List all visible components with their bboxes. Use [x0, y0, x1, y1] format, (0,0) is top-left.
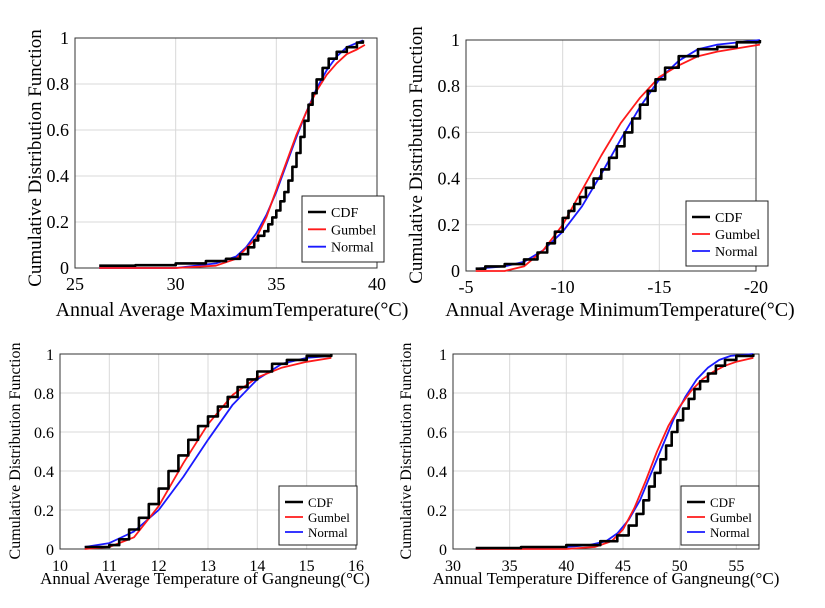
y-tick-label: 0.8 — [34, 386, 54, 403]
y-tick-label: 1 — [451, 30, 460, 50]
y-tick-label: 0 — [46, 542, 54, 559]
x-tick-label: 40 — [558, 558, 574, 575]
legend-box — [680, 485, 760, 546]
series-line-gumbel — [475, 357, 754, 550]
y-tick-label: 0.4 — [427, 464, 447, 481]
legend-label-gumbel: Gumbel — [715, 228, 760, 243]
x-axis-title: Annual Average MaximumTemperature(°C) — [56, 299, 409, 321]
y-tick-label: 0.4 — [438, 169, 461, 189]
chart-max-temperature: 25 30 35 40 0 0.2 0.4 0.6 0.8 1 Annual Average Max… — [25, 28, 408, 321]
x-tick-label: 12 — [151, 558, 167, 575]
series-line-normal — [475, 353, 754, 550]
y-tick-label: 0 — [451, 261, 460, 281]
y-tick-label: 0.2 — [438, 215, 461, 235]
x-tick-label: 14 — [249, 558, 265, 575]
y-tick-label: 0 — [439, 542, 447, 559]
legend-label-cdf: CDF — [715, 211, 742, 226]
y-tick-label: 0 — [60, 258, 69, 278]
x-tick-label: 16 — [348, 558, 364, 575]
y-tick-label: 0.2 — [34, 503, 54, 520]
y-tick-label: 0.2 — [427, 503, 447, 520]
x-axis-title: Annual Average Temperature of Gangneung(… — [40, 569, 370, 588]
series-line-cdf — [475, 40, 762, 270]
legend-box — [278, 485, 358, 546]
x-tick-label: 30 — [167, 274, 185, 294]
series-line-cdf — [84, 354, 333, 549]
series-line-cdf — [99, 40, 365, 267]
chart-temperature-difference: 30 35 40 45 50 55 0 0.2 0.4 0.6 0.8 1 Annual Tempera… — [398, 343, 779, 588]
series-line-normal — [84, 355, 332, 548]
y-tick-label: 0.4 — [47, 166, 70, 186]
x-tick-label: -15 — [647, 277, 671, 297]
y-axis-title: Cumulative Distribution Function — [398, 343, 415, 560]
y-tick-label: 0.6 — [438, 122, 461, 142]
plot-frame — [59, 353, 357, 550]
x-tick-label: -5 — [459, 277, 474, 297]
legend-label-normal: Normal — [308, 525, 348, 540]
y-tick-label: 0.8 — [438, 76, 461, 96]
x-tick-label: 25 — [66, 274, 84, 294]
plot-frame — [452, 353, 760, 550]
y-tick-label: 0.6 — [47, 120, 70, 140]
y-axis-title: Cumulative Distribution Function — [7, 343, 24, 560]
legend-label-cdf: CDF — [308, 495, 333, 510]
y-axis-title: Cumulative Distribution Function — [25, 29, 46, 287]
y-tick-label: 0.6 — [34, 425, 54, 442]
legend-label-gumbel: Gumbel — [331, 223, 376, 238]
legend-label-normal: Normal — [715, 245, 758, 260]
x-tick-label: 30 — [445, 558, 461, 575]
series-line-cdf — [475, 354, 755, 550]
x-tick-label: -10 — [551, 277, 575, 297]
chart-average-temperature: 10 11 12 13 14 15 16 0 0.2 0.4 0.6 0.8 1 Annual Avera… — [7, 343, 370, 588]
plot-frame — [74, 37, 378, 269]
y-tick-label: 0.6 — [427, 425, 447, 442]
y-tick-label: 1 — [439, 347, 447, 364]
x-tick-label: 11 — [102, 558, 117, 575]
chart-min-temperature: -5 -10 -15 -20 0 0.2 0.4 0.6 0.8 1 Annual Average … — [406, 26, 795, 321]
x-axis-title: Annual Average MinimumTemperature(°C) — [445, 299, 794, 321]
legend-label-gumbel: Gumbel — [710, 510, 752, 525]
legend-label-normal: Normal — [331, 241, 374, 256]
x-axis-title: Annual Temperature Difference of Gangneu… — [433, 569, 780, 588]
x-tick-label: -20 — [744, 277, 768, 297]
y-tick-label: 0.8 — [427, 386, 447, 403]
plot-frame — [465, 39, 757, 272]
x-tick-label: 55 — [728, 558, 744, 575]
legend-label-cdf: CDF — [710, 495, 735, 510]
x-tick-label: 35 — [267, 274, 285, 294]
y-axis-title: Cumulative Distribution Function — [406, 26, 427, 284]
x-tick-label: 50 — [672, 558, 688, 575]
x-tick-label: 45 — [615, 558, 631, 575]
x-tick-label: 15 — [299, 558, 315, 575]
y-tick-label: 1 — [60, 28, 69, 48]
y-tick-label: 0.8 — [47, 74, 70, 94]
series-line-gumbel — [475, 43, 761, 272]
legend-label-cdf: CDF — [331, 206, 358, 221]
x-tick-label: 10 — [52, 558, 68, 575]
y-tick-label: 1 — [46, 347, 54, 364]
legend-label-normal: Normal — [710, 525, 750, 540]
y-tick-label: 0.2 — [47, 212, 70, 232]
x-tick-label: 35 — [502, 558, 518, 575]
legend-label-gumbel: Gumbel — [308, 510, 350, 525]
x-tick-label: 40 — [368, 274, 386, 294]
x-tick-label: 13 — [200, 558, 216, 575]
y-tick-label: 0.4 — [34, 464, 54, 481]
